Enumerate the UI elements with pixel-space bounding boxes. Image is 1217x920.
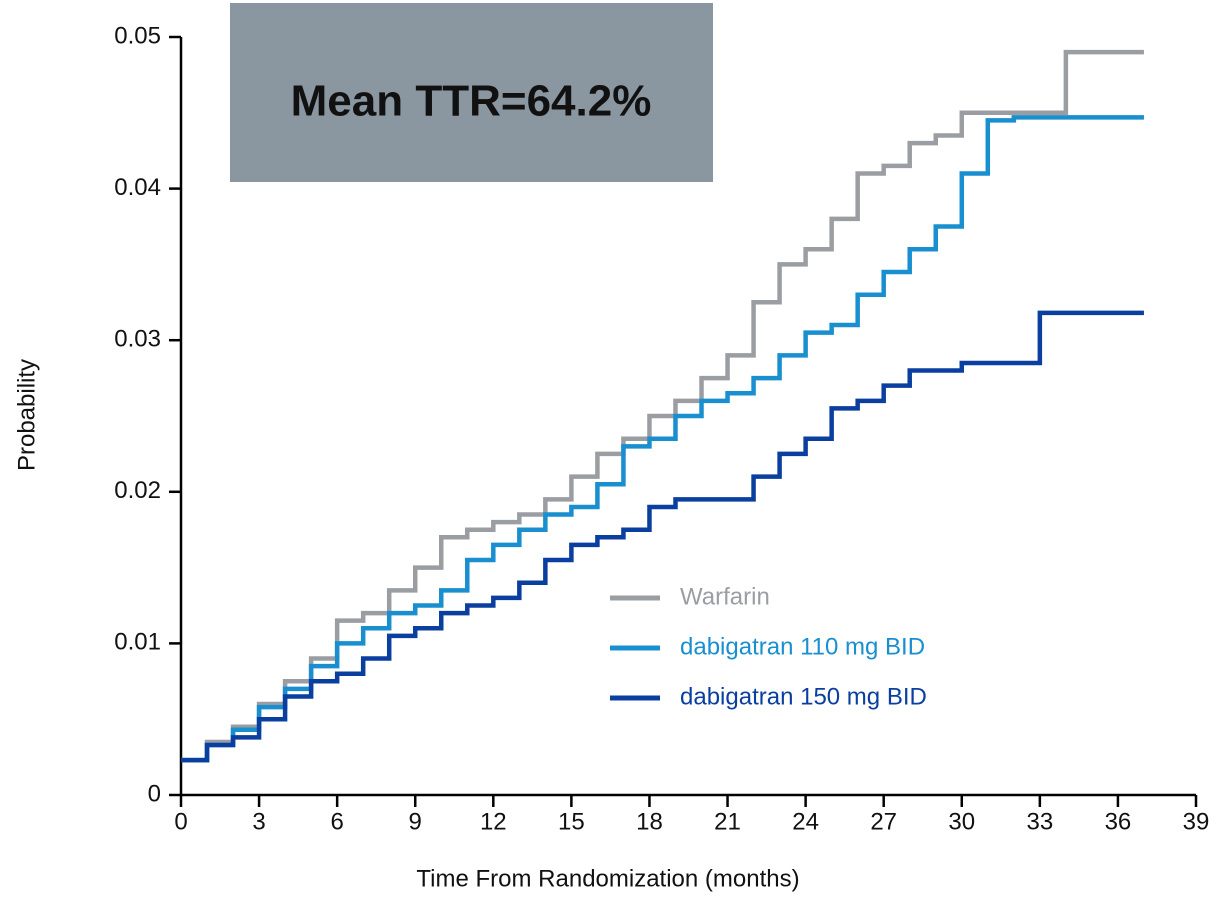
x-tick-label: 33 [1026, 808, 1053, 835]
x-tick-label: 6 [330, 808, 343, 835]
x-tick-label: 3 [252, 808, 265, 835]
x-tick-label: 15 [558, 808, 585, 835]
x-tick-label: 24 [792, 808, 819, 835]
x-tick-label: 12 [480, 808, 507, 835]
y-tick-label: 0.01 [114, 629, 161, 656]
series-line [181, 310, 1144, 763]
x-axis-label: Time From Randomization (months) [416, 865, 799, 892]
x-tick-label: 36 [1105, 808, 1132, 835]
y-tick-label: 0.02 [114, 477, 161, 504]
x-tick-label: 30 [948, 808, 975, 835]
x-tick-label: 39 [1183, 808, 1210, 835]
annotation: Mean TTR=64.2% [291, 77, 652, 126]
y-tick-label: 0 [148, 780, 161, 807]
x-tick-label: 27 [870, 808, 897, 835]
series-line [181, 115, 1144, 763]
y-tick-label: 0.03 [114, 326, 161, 353]
legend-label: dabigatran 110 mg BID [680, 633, 925, 660]
x-tick-label: 18 [636, 808, 663, 835]
legend-label: dabigatran 150 mg BID [680, 683, 927, 710]
annotation-box [230, 3, 713, 182]
x-tick-label: 21 [714, 808, 741, 835]
x-tick-label: 9 [409, 808, 422, 835]
x-tick-label: 0 [174, 808, 187, 835]
y-axis-label: Probability [13, 359, 40, 471]
y-tick-label: 0.04 [114, 174, 161, 201]
legend-label: Warfarin [680, 583, 770, 610]
y-tick-label: 0.05 [114, 22, 161, 49]
